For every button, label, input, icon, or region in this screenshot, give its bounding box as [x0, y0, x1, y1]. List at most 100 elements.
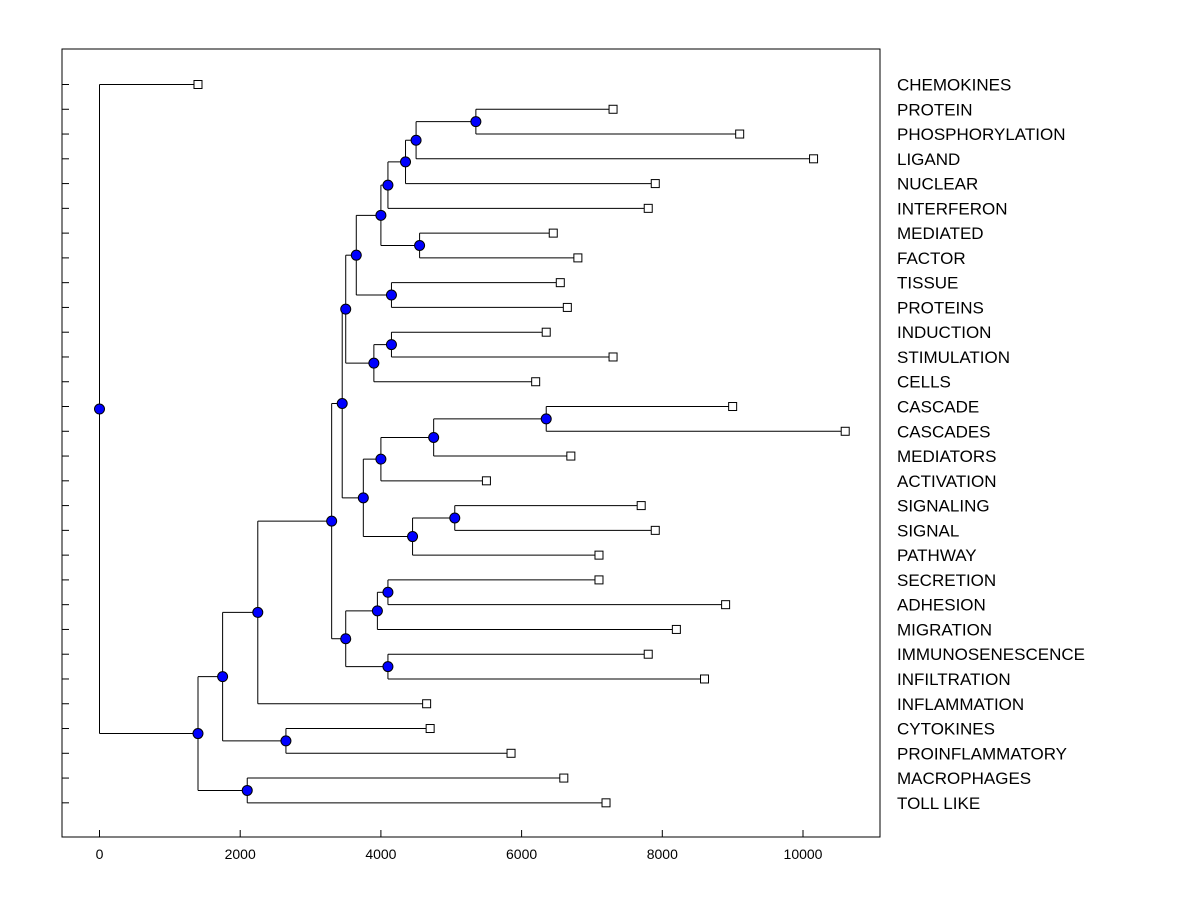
- x-tick-label: 2000: [225, 846, 256, 862]
- leaf-marker: [555, 278, 565, 288]
- leaf-label: CASCADE: [897, 398, 979, 417]
- leaf-label: FACTOR: [897, 249, 966, 268]
- leaf-marker: [193, 80, 203, 89]
- merge-node: [385, 289, 397, 301]
- merge-node: [350, 249, 362, 261]
- leaf-marker: [840, 426, 850, 436]
- merge-node: [375, 453, 387, 465]
- merge-node: [280, 735, 292, 747]
- leaf-marker: [608, 352, 618, 362]
- leaf-marker: [650, 179, 660, 189]
- leaf-marker: [728, 402, 738, 412]
- merge-node: [340, 633, 352, 645]
- leaf-label: TISSUE: [897, 274, 958, 293]
- leaf-marker: [531, 377, 541, 387]
- y-tick-marks: [62, 84, 69, 804]
- merge-node: [94, 403, 105, 415]
- merge-node: [407, 531, 419, 543]
- plot-frame: [61, 48, 881, 838]
- merge-node: [410, 134, 422, 146]
- merge-node: [357, 492, 369, 504]
- leaf-label: IMMUNOSENESCENCE: [897, 645, 1085, 664]
- leaf-label: PATHWAY: [897, 546, 977, 565]
- leaf-marker: [541, 327, 551, 337]
- merge-node: [340, 303, 352, 315]
- merge-node: [428, 431, 440, 443]
- leaf-marker: [573, 253, 583, 263]
- leaf-marker: [643, 203, 653, 213]
- merge-node: [252, 606, 264, 618]
- leaf-label: ACTIVATION: [897, 472, 997, 491]
- leaf-marker: [650, 525, 660, 535]
- merge-node: [382, 179, 394, 191]
- leaf-label: CELLS: [897, 373, 951, 392]
- merge-node: [326, 515, 338, 527]
- leaf-label: NUCLEAR: [897, 175, 978, 194]
- x-tick-label: 8000: [647, 846, 678, 862]
- x-tick-label: 10000: [784, 846, 823, 862]
- merge-nodes: [94, 116, 552, 796]
- merge-node: [449, 512, 461, 524]
- merge-node: [241, 784, 253, 796]
- merge-node: [382, 661, 394, 673]
- leaf-label: PROINFLAMMATORY: [897, 744, 1067, 763]
- leaf-marker: [594, 575, 604, 585]
- dendrogram-links: [99, 84, 846, 804]
- leaf-marker: [601, 798, 611, 808]
- leaf-marker: [671, 624, 681, 634]
- merge-node: [336, 398, 348, 410]
- leaf-marker: [566, 451, 576, 461]
- leaf-label: INTERFERON: [897, 199, 1008, 218]
- leaf-marker: [809, 154, 819, 164]
- merge-node: [371, 605, 383, 617]
- leaf-marker: [506, 748, 516, 758]
- leaf-marker: [562, 302, 572, 312]
- leaf-label: PHOSPHORYLATION: [897, 125, 1065, 144]
- leaf-marker: [608, 104, 618, 114]
- leaf-label: LIGAND: [897, 150, 960, 169]
- leaf-marker: [594, 550, 604, 560]
- merge-node: [375, 209, 387, 221]
- leaf-label: PROTEIN: [897, 100, 973, 119]
- leaf-label: INFLAMMATION: [897, 695, 1024, 714]
- merge-node: [382, 586, 394, 598]
- leaf-label: INFILTRATION: [897, 670, 1011, 689]
- leaf-marker: [481, 476, 491, 486]
- merge-node: [400, 156, 412, 168]
- merge-node: [192, 728, 204, 740]
- merge-node: [385, 339, 397, 351]
- merge-node: [414, 240, 426, 252]
- leaf-label: CASCADES: [897, 422, 991, 441]
- leaf-marker: [559, 773, 569, 783]
- leaf-label: ADHESION: [897, 596, 986, 615]
- leaf-label: CYTOKINES: [897, 720, 995, 739]
- leaf-labels: CHEMOKINES PROTEIN PHOSPHORYLATION LIGAND NU…: [897, 76, 1085, 813]
- leaf-label: MEDIATED: [897, 224, 984, 243]
- x-tick-label: 4000: [365, 846, 396, 862]
- merge-node: [217, 671, 229, 683]
- leaf-label: MACROPHAGES: [897, 769, 1031, 788]
- leaf-marker: [700, 674, 710, 684]
- leaf-label: MIGRATION: [897, 620, 992, 639]
- x-axis: 0 2000 4000 6000 8000 10000: [96, 830, 823, 862]
- leaf-marker: [735, 129, 745, 139]
- leaf-marker: [422, 699, 432, 709]
- leaf-marker: [643, 649, 653, 659]
- leaf-marker: [548, 228, 558, 238]
- x-tick-label: 0: [96, 846, 104, 862]
- leaf-label: SECRETION: [897, 571, 996, 590]
- leaf-label: INDUCTION: [897, 323, 991, 342]
- leaf-label: STIMULATION: [897, 348, 1010, 367]
- leaf-marker: [636, 501, 646, 511]
- merge-node: [540, 413, 552, 425]
- leaf-label: SIGNALING: [897, 497, 990, 516]
- leaf-label: MEDIATORS: [897, 447, 997, 466]
- merge-node: [368, 357, 380, 369]
- x-tick-label: 6000: [506, 846, 537, 862]
- leaf-marker: [425, 724, 435, 734]
- leaf-label: PROTEINS: [897, 298, 984, 317]
- leaf-marker: [721, 600, 731, 610]
- leaf-label: SIGNAL: [897, 521, 959, 540]
- leaf-label: TOLL LIKE: [897, 794, 980, 813]
- leaf-label: CHEMOKINES: [897, 76, 1011, 95]
